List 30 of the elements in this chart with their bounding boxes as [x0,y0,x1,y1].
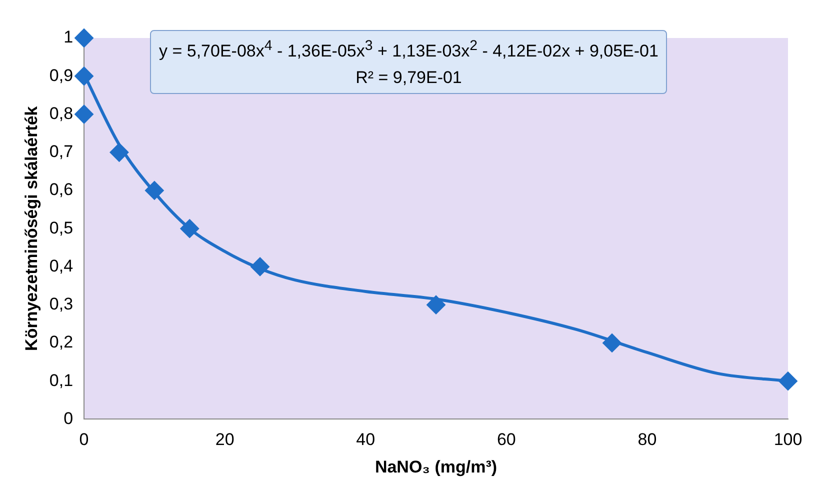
y-tick-label: 0,3 [49,294,74,314]
y-tick-label: 0,9 [49,66,74,85]
x-tick-label: 60 [496,430,516,450]
point [110,142,129,162]
y-tick-label: 0,8 [49,104,74,123]
y-axis-title: Környezetminőségi skálaérték [22,106,41,351]
y-tick-label: 0,7 [49,142,74,162]
x-tick-label: 100 [774,430,802,450]
y-tick-label: 0,4 [49,256,74,276]
y-tick-label: 0,2 [49,332,74,352]
x-tick-label: 0 [79,430,89,450]
point [778,372,798,391]
point [250,257,270,276]
x-axis-title: NaNO₃ (mg/m³) [374,457,498,476]
y-tick-label: 0 [64,408,74,428]
point [74,104,94,124]
y-tick-label: 0,5 [49,218,74,238]
text: y = 5,70E-08x$^{4}$ - 1,36E-05x$^{3}$ + 1,13E-03x$^{2}$ - 4,12E-02x + 9,05E-01 R² = 9,79E-01 [159,38,658,87]
point [180,219,200,238]
point [602,333,622,352]
x-tick-label: 20 [215,430,234,450]
point [144,180,164,200]
y-tick-label: 0,1 [49,370,74,390]
y-tick-label: 0,6 [49,180,74,200]
x-tick-label: 80 [638,430,657,450]
y-tick-label: 1 [64,28,74,47]
point [426,295,446,314]
point [74,28,94,48]
point [74,66,94,86]
x-tick-label: 40 [356,430,376,450]
